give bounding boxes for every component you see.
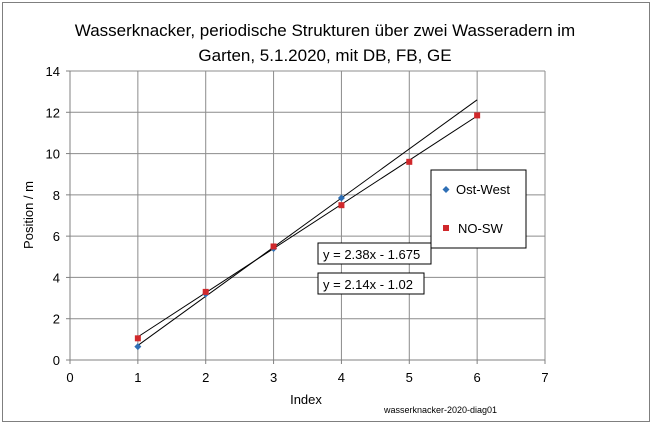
equation-no-sw: y = 2.14x - 1.02	[323, 277, 413, 292]
x-tick-label-7: 7	[541, 370, 548, 385]
trendline-0	[137, 99, 478, 346]
equation-box-no-sw	[317, 272, 425, 295]
y-tick-label-6: 6	[53, 229, 60, 244]
y-tick-label-8: 8	[53, 188, 60, 203]
y-tick-label-0: 0	[53, 353, 60, 368]
point-series1-5	[474, 112, 481, 119]
point-series1-1	[202, 288, 209, 295]
x-tick-label-3: 3	[270, 370, 277, 385]
x-tick-label-6: 6	[474, 370, 481, 385]
legend-box	[430, 169, 527, 249]
chart: Wasserknacker, periodische Strukturen üb…	[21, 21, 575, 415]
legend-marker-ost-west	[442, 186, 450, 193]
point-series0-3	[337, 194, 345, 202]
legend-label-ost-west: Ost-West	[456, 182, 510, 197]
axes	[66, 70, 546, 364]
x-tick-label-0: 0	[66, 370, 73, 385]
point-series1-4	[406, 158, 413, 165]
y-tick-label-10: 10	[46, 147, 60, 162]
y-tick-label-2: 2	[53, 312, 60, 327]
trendline-1	[137, 115, 478, 338]
y-tick-label-4: 4	[53, 270, 60, 285]
x-axis-title: Index	[290, 392, 322, 407]
equation-box-ost-west	[317, 242, 432, 265]
y-tick-label-14: 14	[46, 64, 60, 79]
legend-label-no-sw: NO-SW	[458, 221, 504, 236]
point-series1-3	[338, 202, 345, 209]
y-tick-label-12: 12	[46, 105, 60, 120]
chart-frame: Wasserknacker, periodische Strukturen üb…	[2, 2, 650, 422]
x-tick-label-1: 1	[134, 370, 141, 385]
legend: Ost-West NO-SW	[442, 182, 510, 236]
chart-title-line-2: Garten, 5.1.2020, mit DB, FB, GE	[198, 46, 451, 65]
equation-ost-west: y = 2.38x - 1.675	[323, 247, 420, 262]
point-series1-2	[270, 243, 277, 250]
point-series0-0	[134, 343, 142, 351]
x-tick-label-4: 4	[338, 370, 345, 385]
point-series1-0	[134, 335, 141, 342]
trendlines	[137, 99, 478, 346]
chart-footnote: wasserknacker-2020-diag01	[383, 405, 497, 415]
y-axis-title: Position / m	[21, 181, 36, 249]
chart-title-line-1: Wasserknacker, periodische Strukturen üb…	[75, 21, 575, 40]
data-points	[134, 112, 481, 351]
legend-marker-no-sw	[443, 225, 449, 231]
x-tick-label-2: 2	[202, 370, 209, 385]
x-tick-label-5: 5	[406, 370, 413, 385]
